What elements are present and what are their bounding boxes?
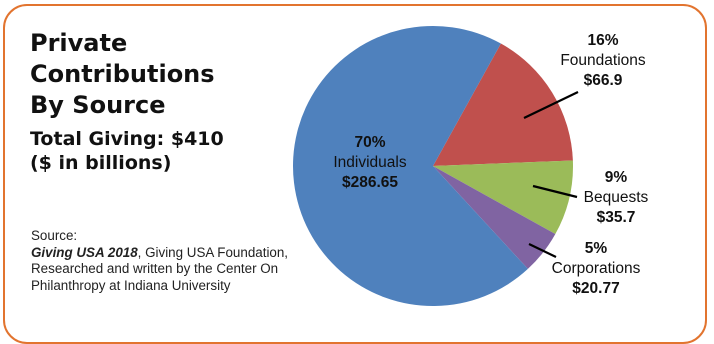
units-note: ($ in billions) (30, 152, 172, 174)
leader-line-corporations (528, 243, 557, 258)
data-label-foundations-percent: 16% (587, 32, 618, 49)
data-label-bequests-name: Bequests (584, 189, 649, 206)
data-label-bequests-value: $35.7 (597, 209, 636, 226)
pie-chart: 70% Individuals $286.65 16% Foundations $66.9… (293, 25, 649, 306)
data-label-foundations-name: Foundations (560, 52, 646, 69)
data-label-corporations-name: Corporations (552, 260, 641, 277)
title-line-1: Private (30, 29, 128, 57)
pie-slice-foundations (433, 43, 573, 167)
pie-slice-corporations (433, 166, 556, 269)
data-label-foundations-value: $66.9 (584, 72, 623, 89)
source-text: , Giving USA Foundation, Researched and … (31, 244, 289, 293)
data-label-individuals-name: Individuals (333, 154, 406, 171)
pie-slice-bequests (433, 160, 573, 235)
data-label-corporations-value: $20.77 (572, 280, 619, 297)
data-label-corporations-percent: 5% (585, 240, 608, 257)
source-note: Source: Giving USA 2018, Giving USA Foun… (31, 228, 316, 294)
source-label: Source: (31, 228, 78, 243)
title-line-2: Contributions (30, 60, 215, 88)
chart-subtitle: Total Giving: $410 ($ in billions) (30, 127, 224, 175)
data-label-bequests-percent: 9% (605, 169, 628, 186)
source-publication: Giving USA 2018 (31, 244, 138, 260)
leader-line-foundations (523, 91, 579, 119)
total-giving: Total Giving: $410 (30, 128, 224, 150)
data-label-individuals-value: $286.65 (342, 174, 398, 191)
title-line-3: By Source (30, 91, 166, 119)
pie-slice-individuals (293, 25, 528, 306)
chart-title: Private Contributions By Source (30, 28, 215, 121)
leader-line-bequests (532, 184, 578, 199)
data-label-individuals-percent: 70% (354, 134, 385, 151)
